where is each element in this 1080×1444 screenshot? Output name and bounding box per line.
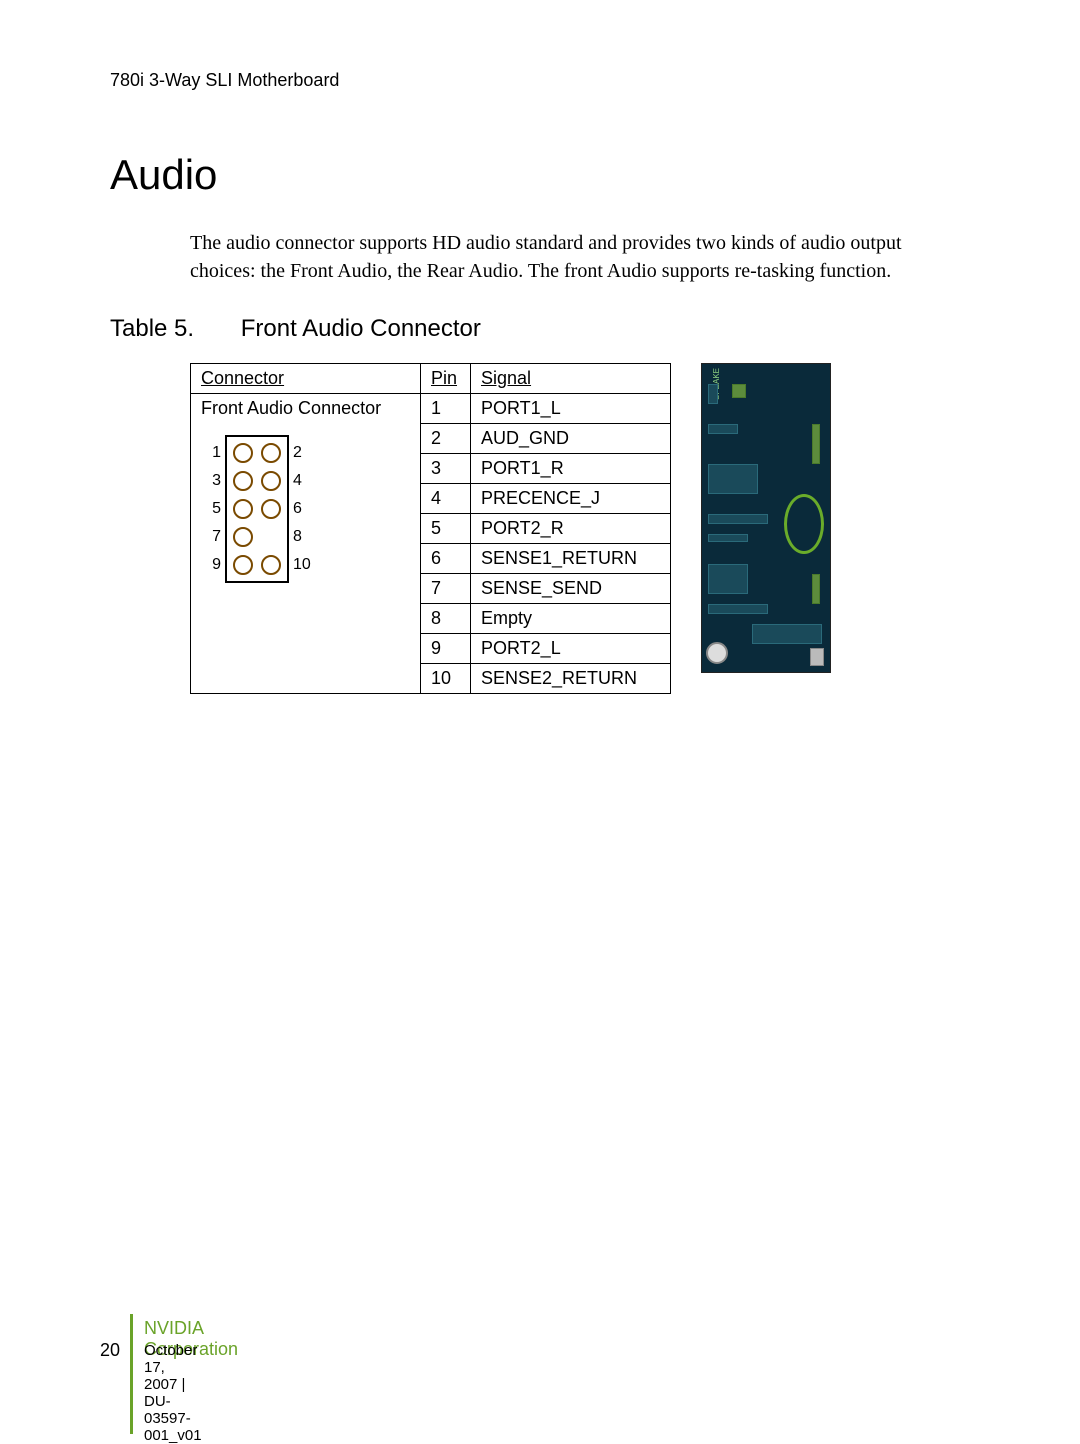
connector-label: Front Audio Connector bbox=[201, 398, 410, 419]
port-rect-icon bbox=[810, 648, 824, 666]
page-number: 20 bbox=[100, 1340, 120, 1361]
signal-cell: PORT2_R bbox=[471, 514, 671, 544]
footer-bar bbox=[130, 1314, 133, 1434]
section-title: Audio bbox=[110, 151, 970, 199]
pin-cell: 8 bbox=[421, 604, 471, 634]
pin-cell: 1 bbox=[421, 394, 471, 424]
pin-dot bbox=[233, 527, 253, 547]
highlight-circle-icon bbox=[784, 494, 824, 554]
pin-number: 5 bbox=[212, 500, 221, 518]
signal-cell: AUD_GND bbox=[471, 424, 671, 454]
pin-number: 3 bbox=[212, 472, 221, 490]
pin-number: 1 bbox=[212, 444, 221, 462]
pin-number: 10 bbox=[293, 556, 311, 574]
front-audio-table: Connector Pin Signal Front Audio Connect… bbox=[190, 363, 671, 694]
pin-number: 9 bbox=[212, 556, 221, 574]
pin-cell: 10 bbox=[421, 664, 471, 694]
col-header-connector: Connector bbox=[191, 364, 421, 394]
pin-dot bbox=[261, 555, 281, 575]
signal-cell: SENSE1_RETURN bbox=[471, 544, 671, 574]
signal-cell: SENSE_SEND bbox=[471, 574, 671, 604]
pin-dot bbox=[233, 499, 253, 519]
pin-number: 8 bbox=[293, 528, 302, 546]
pin-number: 2 bbox=[293, 444, 302, 462]
pin-cell: 2 bbox=[421, 424, 471, 454]
signal-cell: PORT2_L bbox=[471, 634, 671, 664]
signal-cell: PORT1_L bbox=[471, 394, 671, 424]
col-header-pin: Pin bbox=[421, 364, 471, 394]
table-caption-number: Table 5. bbox=[110, 315, 194, 343]
table-row: Front Audio Connector 1 3 5 7 9 bbox=[191, 394, 671, 424]
pin-number: 6 bbox=[293, 500, 302, 518]
pin-empty bbox=[261, 527, 281, 547]
table-caption-text: Front Audio Connector bbox=[241, 315, 481, 342]
pin-cell: 7 bbox=[421, 574, 471, 604]
diagram-left-numbers: 1 3 5 7 9 bbox=[201, 439, 221, 579]
pin-dot bbox=[233, 471, 253, 491]
table-caption: Table 5. Front Audio Connector bbox=[110, 315, 970, 343]
col-header-signal: Signal bbox=[471, 364, 671, 394]
motherboard-image: SPEAKE bbox=[701, 363, 831, 673]
signal-cell: PRECENCE_J bbox=[471, 484, 671, 514]
connector-cell: Front Audio Connector 1 3 5 7 9 bbox=[191, 394, 421, 694]
pin-number: 4 bbox=[293, 472, 302, 490]
footer-date-line: October 17, 2007 | DU-03597-001_v01 bbox=[144, 1342, 202, 1444]
pin-cell: 6 bbox=[421, 544, 471, 574]
signal-cell: Empty bbox=[471, 604, 671, 634]
pin-dot bbox=[261, 471, 281, 491]
pin-cell: 4 bbox=[421, 484, 471, 514]
section-body: The audio connector supports HD audio st… bbox=[190, 229, 910, 285]
pin-dot bbox=[261, 499, 281, 519]
connector-box bbox=[225, 435, 289, 583]
pin-dot bbox=[233, 555, 253, 575]
connector-diagram: 1 3 5 7 9 bbox=[201, 435, 323, 583]
document-header: 780i 3-Way SLI Motherboard bbox=[110, 70, 970, 91]
diagram-right-numbers: 2 4 6 8 10 bbox=[293, 439, 323, 579]
pin-cell: 3 bbox=[421, 454, 471, 484]
pin-dot bbox=[261, 443, 281, 463]
pin-cell: 5 bbox=[421, 514, 471, 544]
signal-cell: SENSE2_RETURN bbox=[471, 664, 671, 694]
pin-number: 7 bbox=[212, 528, 221, 546]
signal-cell: PORT1_R bbox=[471, 454, 671, 484]
port-circle-icon bbox=[706, 642, 728, 664]
pin-dot bbox=[233, 443, 253, 463]
pin-cell: 9 bbox=[421, 634, 471, 664]
